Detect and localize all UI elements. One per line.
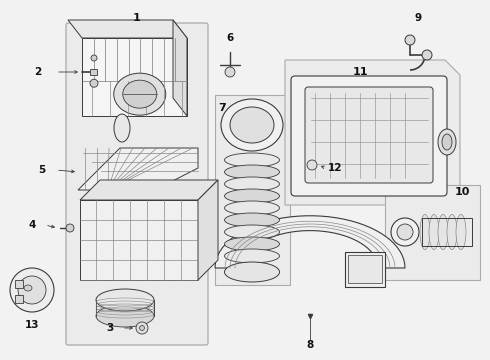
Bar: [80, 200, 198, 280]
Text: 9: 9: [415, 13, 421, 23]
Text: 5: 5: [38, 165, 46, 175]
Ellipse shape: [96, 305, 154, 327]
Ellipse shape: [224, 165, 279, 179]
Bar: [345, 252, 385, 287]
FancyBboxPatch shape: [305, 87, 433, 183]
Polygon shape: [173, 20, 187, 116]
FancyBboxPatch shape: [66, 23, 208, 345]
Circle shape: [66, 224, 74, 232]
Polygon shape: [215, 216, 405, 268]
Text: 1: 1: [133, 13, 141, 23]
Ellipse shape: [230, 107, 274, 143]
Bar: [15, 280, 23, 288]
Text: 6: 6: [226, 33, 234, 43]
Circle shape: [405, 35, 415, 45]
Circle shape: [140, 325, 145, 330]
Text: 3: 3: [106, 323, 114, 333]
Circle shape: [136, 322, 148, 334]
Circle shape: [307, 160, 317, 170]
Ellipse shape: [438, 129, 456, 155]
Ellipse shape: [24, 285, 32, 291]
Ellipse shape: [224, 262, 279, 282]
Bar: [15, 295, 23, 303]
Polygon shape: [80, 180, 218, 200]
Circle shape: [10, 268, 54, 312]
Ellipse shape: [224, 153, 279, 167]
Circle shape: [225, 67, 235, 77]
Polygon shape: [78, 148, 198, 190]
Polygon shape: [285, 60, 460, 205]
Text: 7: 7: [218, 103, 226, 113]
Circle shape: [90, 79, 98, 87]
Ellipse shape: [224, 249, 279, 263]
Ellipse shape: [442, 134, 452, 150]
Ellipse shape: [224, 213, 279, 227]
Bar: [82, 38, 187, 116]
Ellipse shape: [224, 177, 279, 191]
Circle shape: [391, 218, 419, 246]
FancyBboxPatch shape: [291, 76, 447, 196]
Polygon shape: [385, 185, 480, 280]
Text: 11: 11: [352, 67, 368, 77]
Bar: [90, 69, 97, 75]
Circle shape: [91, 55, 97, 61]
Circle shape: [422, 50, 432, 60]
Ellipse shape: [224, 225, 279, 239]
Bar: [422, 218, 472, 246]
Polygon shape: [215, 95, 290, 285]
Ellipse shape: [429, 215, 439, 249]
Ellipse shape: [456, 215, 466, 249]
Text: 8: 8: [306, 340, 314, 350]
Polygon shape: [198, 180, 218, 280]
Ellipse shape: [224, 189, 279, 203]
Ellipse shape: [114, 73, 166, 115]
Polygon shape: [68, 20, 187, 38]
Ellipse shape: [224, 201, 279, 215]
Ellipse shape: [224, 237, 279, 251]
Ellipse shape: [447, 215, 457, 249]
Bar: [348, 255, 382, 283]
Circle shape: [397, 224, 413, 240]
Text: 13: 13: [25, 320, 39, 330]
Ellipse shape: [420, 215, 430, 249]
Ellipse shape: [96, 289, 154, 311]
Ellipse shape: [438, 215, 448, 249]
Ellipse shape: [114, 114, 130, 142]
Ellipse shape: [123, 80, 157, 108]
Text: 10: 10: [454, 187, 470, 197]
Text: 2: 2: [34, 67, 42, 77]
Ellipse shape: [221, 99, 283, 151]
Text: 12: 12: [328, 163, 342, 173]
Circle shape: [18, 276, 46, 304]
Text: 4: 4: [28, 220, 36, 230]
